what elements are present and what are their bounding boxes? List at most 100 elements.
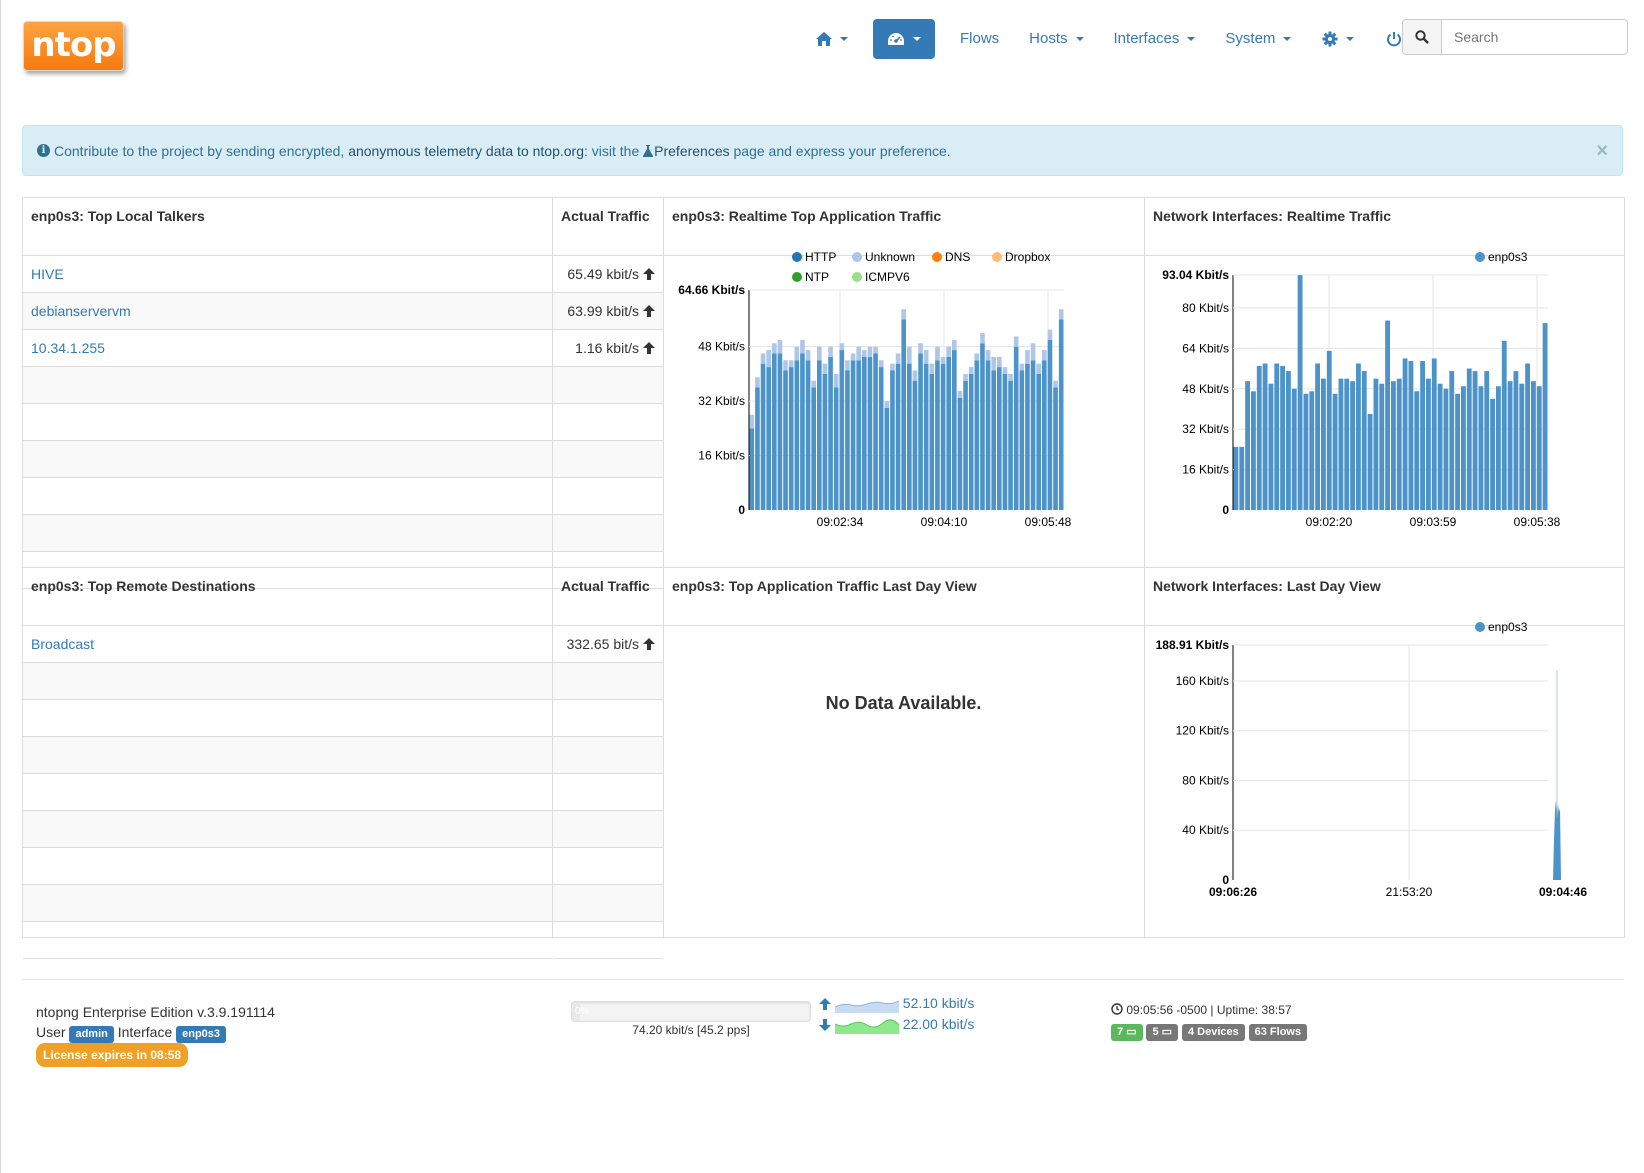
bar-enp0s3 (1385, 320, 1390, 510)
bar-unknown (822, 363, 828, 374)
preferences-link[interactable]: Preferences (654, 142, 730, 159)
info-icon: i (37, 144, 50, 157)
bar-enp0s3 (1332, 393, 1338, 510)
arrow-up-icon (643, 638, 655, 650)
bar-enp0s3 (1361, 371, 1367, 510)
bar-http (923, 363, 929, 510)
flows-badge[interactable]: 63 Flows (1248, 1024, 1308, 1041)
throughput-text: 74.20 kbit/s [45.2 pps] (632, 1023, 750, 1037)
y-tick-label: 40 Kbit/s (1182, 823, 1229, 837)
host-link[interactable]: HIVE (31, 266, 64, 282)
table-row (23, 848, 552, 885)
table-row: HIVE (23, 256, 552, 293)
interfaces-label: Interfaces (1113, 30, 1180, 47)
bar-unknown (794, 346, 800, 361)
bar-http (749, 428, 755, 510)
home-menu[interactable] (801, 19, 863, 59)
bar-http (912, 380, 918, 510)
upload-rate-link[interactable]: 52.10 kbit/s (902, 995, 975, 1011)
arrow-down-icon (819, 1019, 831, 1032)
alert-text: Contribute to the project by sending enc… (54, 142, 345, 159)
ntop-logo[interactable]: ntop (23, 21, 124, 71)
local-hosts-count: 7 (1117, 1026, 1124, 1038)
bar-unknown (890, 363, 895, 371)
bar-unknown (895, 353, 901, 364)
hosts-menu[interactable]: Hosts (1014, 19, 1098, 59)
top-navbar: Flows Hosts Interfaces System (801, 19, 1434, 59)
bar-unknown (1030, 343, 1036, 361)
bar-enp0s3 (1542, 323, 1548, 510)
search-button[interactable] (1403, 20, 1442, 54)
bar-unknown (1008, 373, 1013, 381)
legend-item: ICMPV6 (865, 270, 910, 284)
bar-unknown (766, 350, 771, 368)
bar-http (766, 367, 771, 510)
y-tick-label: 32 Kbit/s (1182, 422, 1229, 436)
bar-http (794, 360, 800, 510)
bar-enp0s3 (1414, 391, 1420, 510)
flows-menu[interactable]: Flows (945, 19, 1014, 59)
footer-info: ntopng Enterprise Edition v.3.9.191114 U… (36, 1002, 275, 1067)
search-input[interactable] (1442, 20, 1626, 54)
download-rate-link[interactable]: 22.00 kbit/s (902, 1016, 975, 1032)
app-realtime-chart: HTTP Unknown DNS Dropbox NTP ICMPV6 0 16 Kbit/s… (678, 250, 1071, 529)
edition-text: ntopng Enterprise Edition v.3.9.191114 (36, 1004, 275, 1020)
app-realtime-panel: enp0s3: Realtime Top Application Traffic… (664, 198, 1145, 568)
actual-traffic-header: Actual Traffic (553, 568, 663, 626)
y-tick-label: 188.91 Kbit/s (1156, 638, 1230, 652)
flask-icon (643, 144, 654, 157)
bar-enp0s3 (1291, 388, 1297, 510)
bar-unknown (963, 373, 968, 381)
traffic-cell (553, 774, 663, 811)
bar-enp0s3 (1472, 371, 1478, 510)
x-tick-label: 09:04:46 (1539, 885, 1587, 899)
bar-enp0s3 (1519, 383, 1525, 510)
bar-http (822, 373, 828, 510)
table-row (23, 515, 552, 552)
local-hosts-badge[interactable]: 7 ▭ (1111, 1024, 1143, 1041)
bar-enp0s3 (1274, 363, 1280, 510)
chevron-down-icon (1283, 37, 1292, 41)
bar-unknown (1042, 350, 1047, 361)
bar-http (952, 350, 957, 510)
legend-dot (992, 252, 1002, 262)
arrow-up-icon (643, 342, 655, 354)
legend-item: Dropbox (1005, 250, 1050, 264)
table-row: debianservervm (23, 293, 552, 330)
bar-unknown (856, 346, 861, 361)
bar-enp0s3 (1443, 388, 1449, 510)
bar-enp0s3 (1437, 383, 1443, 510)
bar-unknown (777, 339, 783, 354)
dashboard-menu[interactable] (873, 19, 935, 59)
bar-http (777, 353, 783, 510)
bar-unknown (923, 350, 929, 364)
settings-menu[interactable] (1306, 19, 1370, 59)
user-badge[interactable]: admin (69, 1026, 114, 1043)
host-link[interactable]: Broadcast (31, 636, 95, 652)
host-link[interactable]: debianservervm (31, 303, 131, 319)
bar-enp0s3 (1373, 378, 1379, 510)
close-icon[interactable]: × (1596, 140, 1608, 162)
table-row (23, 404, 552, 441)
host-link[interactable]: 10.34.1.255 (31, 340, 105, 356)
system-menu[interactable]: System (1210, 19, 1306, 59)
bar-enp0s3 (1350, 381, 1355, 510)
interfaces-menu[interactable]: Interfaces (1099, 19, 1211, 59)
bar-http (968, 373, 974, 510)
table-row (23, 663, 552, 700)
bar-enp0s3 (1344, 378, 1350, 510)
remote-hosts-badge[interactable]: 5 ▭ (1146, 1024, 1179, 1041)
telemetry-link[interactable]: anonymous telemetry data to ntop.org (348, 142, 584, 159)
interface-badge[interactable]: enp0s3 (176, 1026, 227, 1043)
user-interface-line: User admin Interface enp0s3 (36, 1022, 275, 1043)
bar-http (884, 407, 890, 510)
devices-badge[interactable]: 4 Devices (1181, 1024, 1245, 1041)
bar-unknown (817, 346, 822, 361)
telemetry-alert: i Contribute to the project by sending e… (22, 125, 1623, 176)
y-tick-label: 0 (738, 503, 745, 517)
actual-traffic-header: Actual Traffic (553, 198, 663, 256)
bar-enp0s3 (1501, 340, 1507, 510)
bar-enp0s3 (1455, 393, 1460, 510)
bar-http (907, 363, 912, 510)
y-tick-label: 120 Kbit/s (1176, 724, 1229, 738)
